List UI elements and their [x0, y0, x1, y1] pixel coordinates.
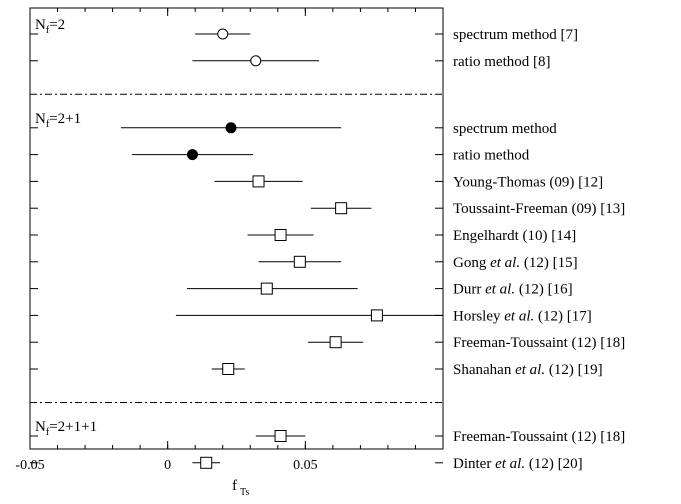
data-point-open-square	[329, 336, 342, 349]
x-tick-label: 0.05	[293, 458, 318, 473]
data-point-open-square	[222, 363, 235, 375]
data-point-open-circle	[217, 28, 229, 40]
group-label: Nf=2+1+1	[35, 419, 97, 438]
row-label: Dinter et al. (12) [20]	[453, 456, 583, 472]
data-point-open-square	[335, 202, 348, 215]
group-label: Nf=2+1	[35, 111, 81, 130]
row-label: ratio method	[453, 148, 530, 164]
x-axis-label-sub: Ts	[240, 487, 249, 498]
data-point-open-circle	[250, 55, 262, 67]
row-label: Durr et al. (12) [16]	[453, 282, 573, 298]
x-tick-label: 0	[164, 458, 171, 473]
row-label: Freeman-Toussaint (12) [18]	[453, 429, 625, 445]
data-point-open-square	[260, 282, 273, 295]
row-label: Freeman-Toussaint (12) [18]	[453, 335, 625, 351]
row-label: Shanahan et al. (12) [19]	[453, 362, 603, 378]
data-point-open-square	[274, 430, 287, 442]
data-point-open-square	[293, 255, 306, 268]
x-axis-label: f	[232, 478, 237, 494]
row-label: Young-Thomas (09) [12]	[453, 174, 603, 190]
x-tick-label: -0.05	[15, 458, 44, 473]
data-point-open-square	[370, 309, 383, 322]
row-label: Gong et al. (12) [15]	[453, 255, 578, 271]
data-point-filled-circle	[225, 122, 237, 134]
row-label: Engelhardt (10) [14]	[453, 228, 576, 244]
row-label: ratio method [8]	[453, 54, 550, 70]
data-point-open-square	[252, 175, 265, 188]
data-point-open-square	[274, 229, 287, 241]
row-label: spectrum method	[453, 121, 557, 137]
plot-frame	[29, 7, 444, 450]
row-label: Horsley et al. (12) [17]	[453, 308, 592, 324]
row-label: spectrum method [7]	[453, 27, 578, 43]
row-label: Toussaint-Freeman (09) [13]	[453, 201, 625, 217]
group-label: Nf=2	[35, 17, 65, 36]
data-point-open-square	[200, 456, 213, 469]
data-point-filled-circle	[186, 149, 198, 161]
